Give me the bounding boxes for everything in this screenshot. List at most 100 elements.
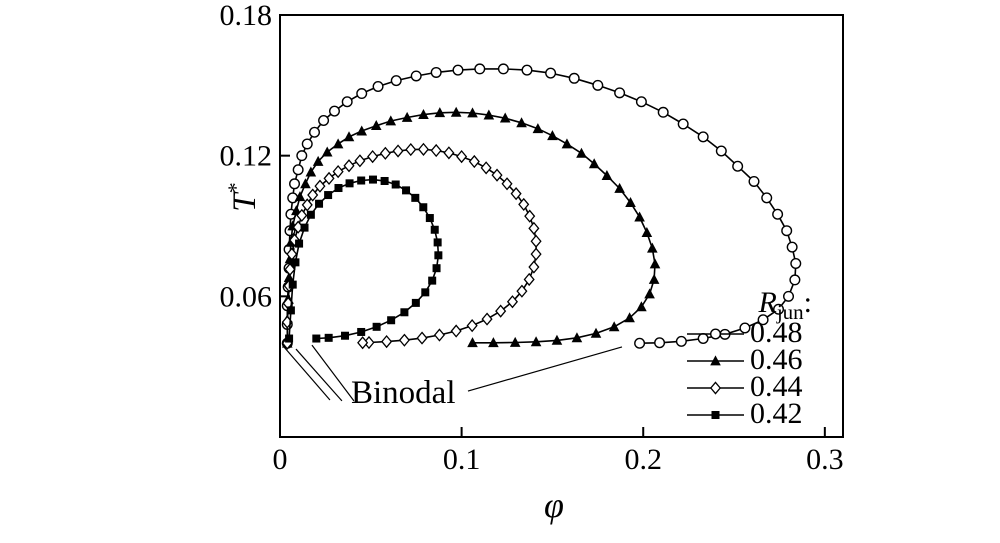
triangle-filled-marker xyxy=(561,138,573,149)
triangle-filled-marker xyxy=(332,138,344,149)
circle-open-marker xyxy=(654,337,666,349)
circle-open-marker xyxy=(697,131,709,143)
square-filled-marker xyxy=(286,306,295,315)
triangle-filled-marker xyxy=(509,336,521,347)
circle-open-marker xyxy=(675,335,687,347)
square-filled-marker xyxy=(291,258,300,267)
diamond-open-marker xyxy=(530,234,542,248)
triangle-filled-marker xyxy=(614,182,625,193)
circle-open-marker xyxy=(289,178,301,190)
diamond-open-marker xyxy=(530,247,542,261)
triangle-filled-marker xyxy=(547,130,558,141)
diamond-open-marker xyxy=(430,143,442,158)
diamond-open-marker xyxy=(506,295,519,309)
triangle-filled-marker xyxy=(312,155,324,166)
diamond-open-marker xyxy=(528,260,540,274)
legend-entry-label: 0.48 xyxy=(750,316,803,349)
legend-glyph-0.48 xyxy=(687,328,744,340)
triangle-filled-marker xyxy=(634,211,645,222)
legend-glyph-0.42 xyxy=(687,411,744,419)
square-filled-marker xyxy=(425,214,434,223)
square-filled-marker xyxy=(312,334,321,343)
x-axis-label: φ xyxy=(544,485,564,525)
legend-glyph-0.44 xyxy=(687,381,744,395)
circle-open-marker xyxy=(545,67,557,79)
square-filled-marker xyxy=(432,264,441,273)
diamond-open-marker xyxy=(516,284,528,298)
circle-open-marker xyxy=(773,303,785,315)
diamond-open-marker xyxy=(491,168,503,182)
square-filled-marker xyxy=(419,203,428,212)
square-filled-marker xyxy=(421,288,430,297)
triangle-filled-marker xyxy=(401,111,413,122)
diamond-open-marker xyxy=(367,149,379,164)
series-0.44 xyxy=(281,142,542,350)
triangle-filled-marker xyxy=(516,117,527,128)
series-0.42 xyxy=(285,175,443,343)
triangle-filled-marker xyxy=(636,301,647,312)
square-filled-marker xyxy=(357,327,366,336)
circle-open-marker xyxy=(390,75,402,87)
triangle-filled-marker xyxy=(649,258,661,269)
diamond-open-marker xyxy=(323,171,335,186)
square-filled-marker xyxy=(387,316,396,325)
square-filled-marker xyxy=(402,186,411,195)
triangle-filled-marker xyxy=(608,321,620,332)
diamond-open-marker xyxy=(314,179,326,193)
series-line-0.48 xyxy=(286,68,797,344)
circle-open-marker xyxy=(657,106,669,118)
square-filled-marker xyxy=(357,176,366,185)
circle-open-marker xyxy=(732,160,744,172)
triangle-filled-marker xyxy=(343,131,355,142)
triangle-filled-marker xyxy=(571,332,583,343)
y-tick-label: 0.12 xyxy=(220,140,273,173)
circle-open-marker xyxy=(757,314,769,326)
square-filled-marker xyxy=(306,210,315,219)
diamond-open-marker xyxy=(301,198,313,212)
triangle-filled-marker xyxy=(450,106,462,117)
circle-open-marker xyxy=(739,322,751,334)
circle-open-marker xyxy=(772,208,784,220)
leader-line xyxy=(295,348,343,402)
diamond-open-marker xyxy=(354,154,366,168)
circle-open-marker xyxy=(356,88,368,100)
legend-entry-label: 0.46 xyxy=(750,343,803,376)
diamond-open-marker xyxy=(450,324,462,338)
diamond-open-marker xyxy=(398,333,410,347)
diamond-open-marker xyxy=(481,312,493,326)
diamond-open-marker xyxy=(381,334,393,349)
square-filled-marker xyxy=(341,331,350,340)
circle-open-marker xyxy=(786,241,798,253)
triangle-filled-marker xyxy=(434,107,446,118)
triangle-filled-marker xyxy=(588,158,600,169)
diamond-open-marker xyxy=(524,209,536,223)
square-filled-marker xyxy=(711,411,720,419)
triangle-filled-marker xyxy=(300,178,311,189)
diamond-open-marker xyxy=(357,336,369,350)
circle-open-marker xyxy=(710,328,722,340)
legend-entry-label: 0.42 xyxy=(750,397,803,430)
diamond-open-marker xyxy=(709,381,722,395)
diamond-open-marker xyxy=(523,272,535,287)
triangle-filled-marker xyxy=(483,109,495,120)
circle-open-marker xyxy=(634,337,646,349)
diamond-open-marker xyxy=(518,197,530,212)
triangle-filled-marker xyxy=(467,107,478,118)
circle-open-marker xyxy=(309,126,321,138)
legend-title-symbol: R xyxy=(758,286,777,319)
triangle-filled-marker xyxy=(418,109,429,120)
circle-open-marker xyxy=(790,258,802,270)
y-tick-label: 0.06 xyxy=(220,280,273,313)
triangle-filled-marker xyxy=(624,312,635,323)
x-tick-label: 0.2 xyxy=(624,443,662,476)
square-filled-marker xyxy=(285,334,294,343)
diamond-open-marker xyxy=(332,164,344,179)
circle-open-marker xyxy=(568,72,580,84)
square-filled-marker xyxy=(391,180,400,189)
circle-open-marker xyxy=(292,164,304,176)
circle-open-marker xyxy=(614,87,626,99)
circle-open-marker xyxy=(635,96,647,108)
circle-open-marker xyxy=(296,150,308,162)
legend-entry-label: 0.44 xyxy=(750,370,803,403)
